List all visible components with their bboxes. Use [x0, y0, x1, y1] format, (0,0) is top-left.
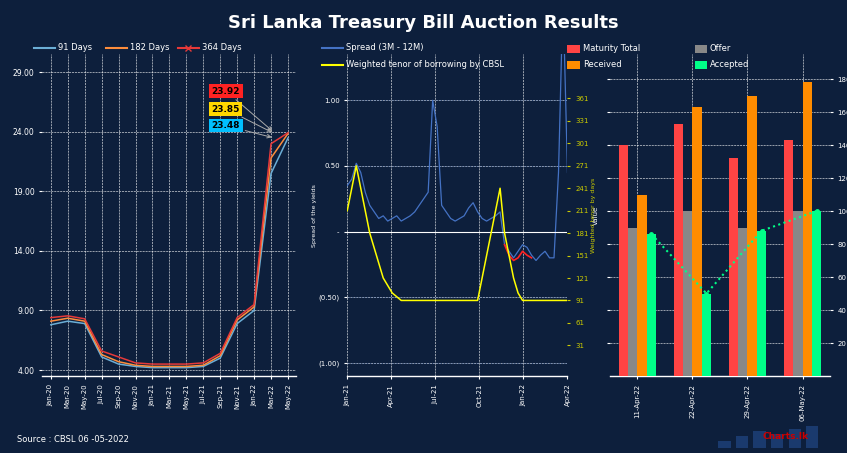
Bar — [783, 140, 793, 376]
Text: Accepted: Accepted — [710, 60, 749, 69]
Bar — [738, 227, 748, 376]
Text: 364 Days: 364 Days — [202, 43, 241, 52]
Text: Source : CBSL 06 -05-2022: Source : CBSL 06 -05-2022 — [17, 435, 129, 444]
Text: Weighted tenor of borrowing by CBSL: Weighted tenor of borrowing by CBSL — [346, 60, 504, 69]
Y-axis label: Spread of the yields: Spread of the yields — [312, 184, 317, 246]
Y-axis label: Weighted tenor by days: Weighted tenor by days — [591, 178, 596, 253]
Text: Offer: Offer — [710, 44, 731, 53]
Bar — [793, 211, 803, 376]
Bar — [736, 436, 748, 448]
Bar — [806, 426, 818, 448]
Bar — [683, 211, 693, 376]
Bar — [638, 194, 647, 376]
Bar — [718, 441, 731, 448]
Bar — [728, 158, 738, 376]
Text: 23.48: 23.48 — [212, 121, 271, 138]
Text: Received: Received — [583, 60, 622, 69]
Text: Charts.lk: Charts.lk — [763, 432, 809, 441]
Bar — [647, 234, 656, 376]
Bar — [693, 107, 702, 376]
Bar — [757, 231, 767, 376]
Bar — [673, 124, 683, 376]
Bar — [789, 429, 800, 448]
Text: 182 Days: 182 Days — [130, 43, 169, 52]
Text: 23.92: 23.92 — [212, 87, 272, 130]
Text: Maturity Total: Maturity Total — [583, 44, 640, 53]
Text: 91 Days: 91 Days — [58, 43, 91, 52]
Bar — [702, 294, 711, 376]
Bar — [628, 227, 638, 376]
Bar — [748, 96, 757, 376]
Bar — [803, 82, 812, 376]
Bar — [754, 431, 766, 448]
Bar — [771, 434, 783, 448]
Text: Spread (3M - 12M): Spread (3M - 12M) — [346, 43, 423, 52]
Y-axis label: Value: Value — [594, 206, 600, 225]
Bar — [812, 211, 822, 376]
Bar — [618, 145, 628, 376]
Text: 23.85: 23.85 — [212, 105, 271, 132]
Text: Sri Lanka Treasury Bill Auction Results: Sri Lanka Treasury Bill Auction Results — [228, 14, 619, 32]
